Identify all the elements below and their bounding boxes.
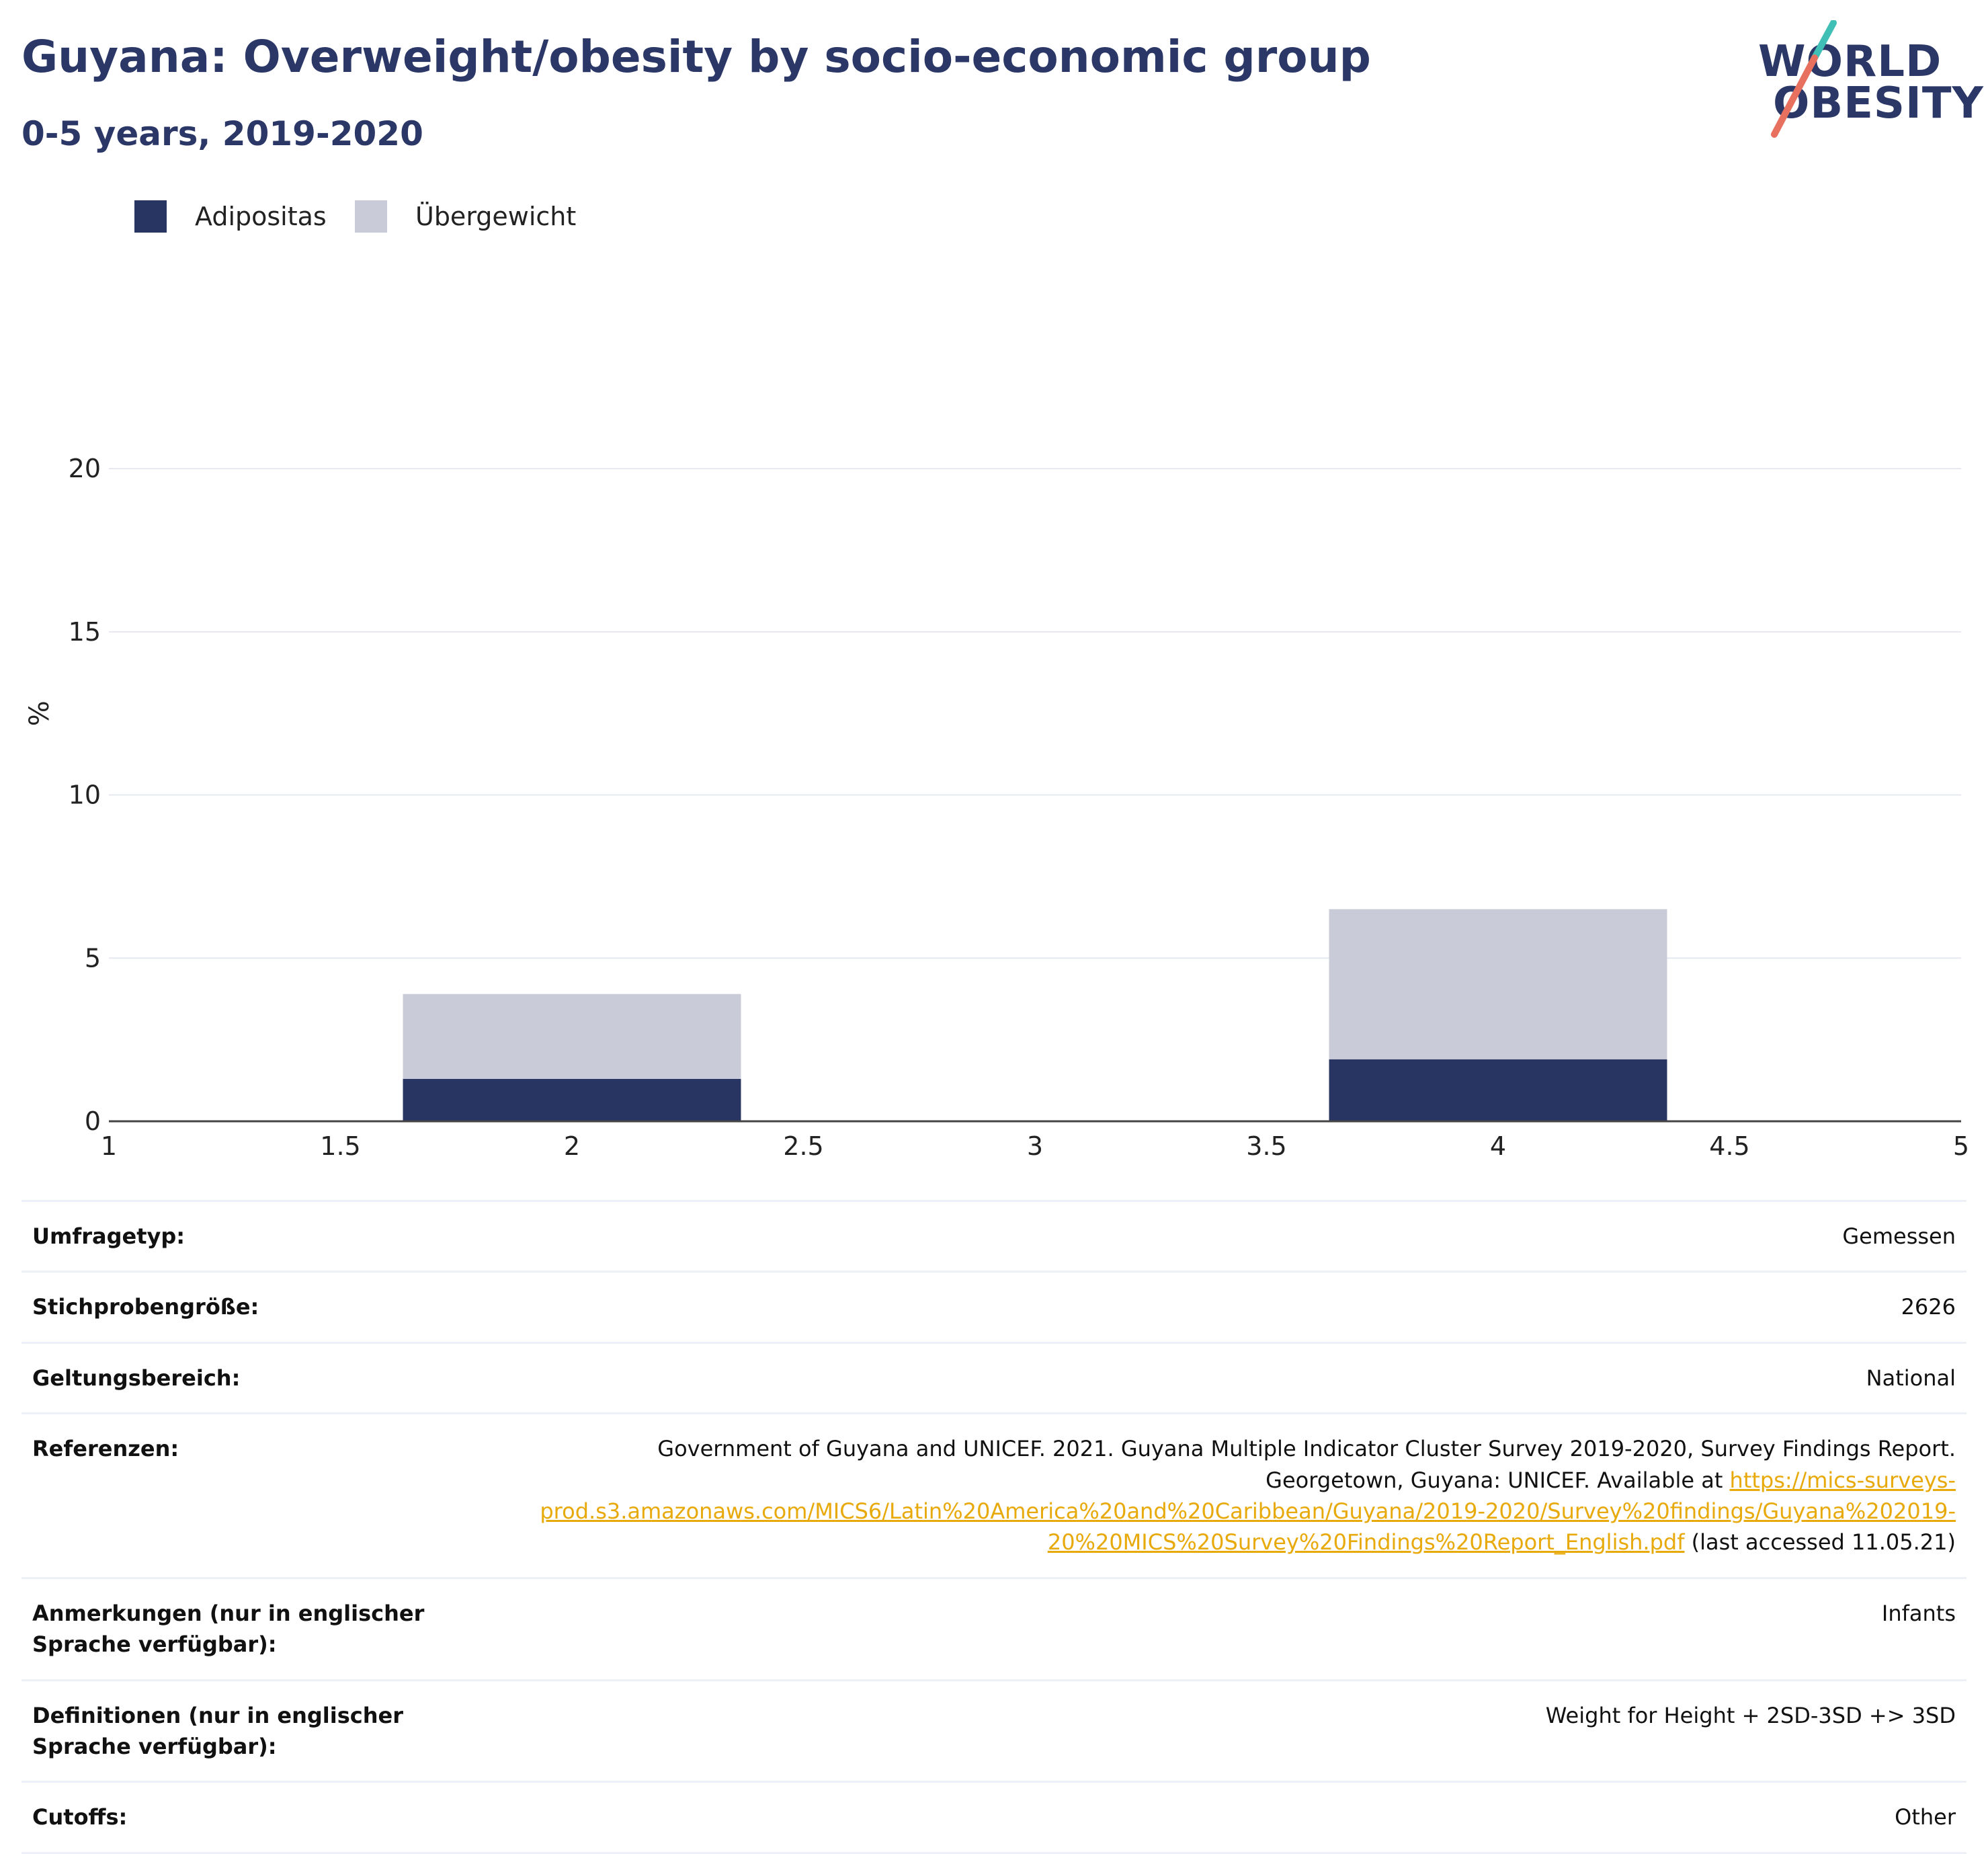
x-tick-label: 3 [1027, 1131, 1043, 1161]
page-subtitle: 0-5 years, 2019-2020 [22, 114, 423, 153]
info-label: Referenzen: [22, 1412, 513, 1579]
x-tick-label: 4 [1490, 1131, 1506, 1161]
page: Guyana: Overweight/obesity by socio-econ… [22, 20, 1983, 1854]
bar-adipositas [1329, 1059, 1667, 1121]
info-row-definitions: Definitionen (nur in englischer Sprache … [22, 1679, 1966, 1783]
info-label: Geltungsbereich: [22, 1341, 513, 1415]
info-value: Gemessen [513, 1199, 1966, 1273]
x-tick-label: 1.5 [320, 1131, 360, 1161]
info-value-references: Government of Guyana and UNICEF. 2021. G… [513, 1412, 1966, 1579]
info-row-coverage: Geltungsbereich: National [22, 1341, 1966, 1415]
bar-uebergewicht [1329, 909, 1667, 1059]
page-title: Guyana: Overweight/obesity by socio-econ… [22, 31, 1371, 83]
axes: 0 5 10 15 20 1 1.5 2 2.5 3 3.5 4 4.5 5% [24, 454, 1969, 1161]
info-label: Stichprobengröße: [22, 1271, 513, 1344]
info-row-notes: Anmerkungen (nur in englischer Sprache v… [22, 1576, 1966, 1681]
logo-text-obesity: OBESITY [1773, 79, 1984, 128]
x-tick-label: 5 [1953, 1131, 1969, 1161]
info-value: National [513, 1341, 1966, 1415]
x-tick-label: 4.5 [1709, 1131, 1749, 1161]
bars [403, 909, 1667, 1121]
y-tick-label: 15 [69, 617, 101, 647]
gridlines [109, 468, 1961, 959]
x-tick-label: 2 [564, 1131, 580, 1161]
legend-label-obesity: Adipositas [195, 202, 327, 231]
reference-text: Government of Guyana and UNICEF. 2021. G… [657, 1436, 1956, 1493]
info-value: 2626 [513, 1271, 1966, 1344]
info-row-references: Referenzen: Government of Guyana and UNI… [22, 1412, 1966, 1579]
info-label: Definitionen (nur in englischer Sprache … [22, 1679, 513, 1783]
info-row-survey-type: Umfragetyp: Gemessen [22, 1199, 1966, 1273]
x-tick-label: 3.5 [1246, 1131, 1286, 1161]
y-tick-label: 0 [85, 1106, 101, 1136]
survey-info-table: Umfragetyp: Gemessen Stichprobengröße: 2… [22, 1199, 1966, 1854]
info-value: Weight for Height + 2SD-3SD +> 3SD [513, 1679, 1966, 1783]
legend-swatch-obesity [134, 200, 167, 233]
info-label: Anmerkungen (nur in englischer Sprache v… [22, 1576, 513, 1681]
reference-link[interactable]: https://mics-surveys-prod.s3.amazonaws.c… [540, 1467, 1956, 1556]
info-value: Other [513, 1781, 1966, 1854]
legend-label-overweight: Übergewicht [415, 202, 577, 231]
legend-swatch-overweight [355, 200, 387, 233]
y-axis-title: % [24, 700, 55, 726]
info-value: Infants [513, 1576, 1966, 1681]
logo-slash-icon [1771, 20, 1837, 138]
info-row-sample-size: Stichprobengröße: 2626 [22, 1271, 1966, 1344]
reference-suffix: (last accessed 11.05.21) [1691, 1529, 1956, 1556]
y-tick-label: 20 [69, 454, 101, 483]
info-label: Umfragetyp: [22, 1199, 513, 1273]
logo-text-world: WORLD [1758, 37, 1942, 87]
world-obesity-logo: WORLD OBESITY [1754, 20, 1983, 141]
y-tick-label: 10 [69, 780, 101, 810]
x-tick-label: 2.5 [783, 1131, 823, 1161]
x-tick-label: 1 [101, 1131, 117, 1161]
bar-uebergewicht [403, 994, 741, 1079]
y-tick-label: 5 [85, 943, 101, 973]
info-label: Cutoffs: [22, 1781, 513, 1854]
bar-chart: 0 5 10 15 20 1 1.5 2 2.5 3 3.5 4 4.5 5% [24, 454, 1969, 1161]
bar-adipositas [403, 1078, 741, 1121]
info-row-cutoffs: Cutoffs: Other [22, 1781, 1966, 1854]
